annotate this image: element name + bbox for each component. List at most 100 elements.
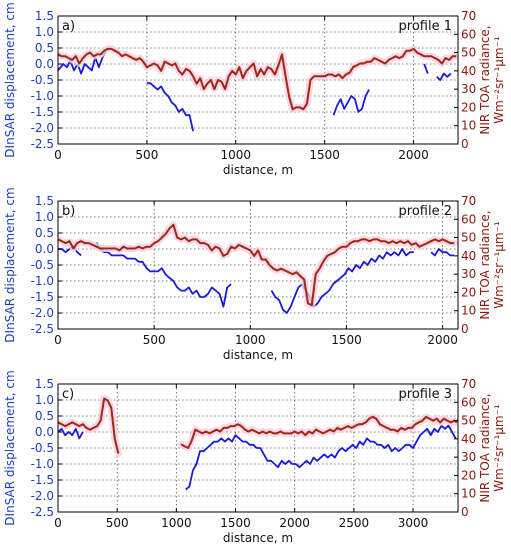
y-left-tick-label: 1.0 — [35, 393, 54, 407]
y-right-tick-label: 70 — [461, 9, 476, 23]
y-right-tick-label: 50 — [461, 414, 476, 428]
displacement-line-segment — [430, 248, 455, 257]
y-left-tick-label: -2.5 — [31, 505, 54, 519]
displacement-line-segment — [185, 424, 457, 491]
panel-tag: c) — [62, 387, 74, 402]
y-right-tick-label: 60 — [461, 212, 476, 226]
y-right-axis-title-line2: Wm⁻²sr⁻¹μm⁻¹ — [492, 36, 506, 124]
x-tick-label: 500 — [106, 516, 129, 530]
x-tick-label: 0 — [54, 148, 62, 162]
displacement-line-segment — [270, 248, 414, 314]
y-right-tick-label: 50 — [461, 231, 476, 245]
y-right-tick-label: 20 — [461, 100, 476, 114]
y-right-axis-title-line1: NIR TOA radiance, — [478, 393, 492, 502]
y-right-tick-label: 50 — [461, 46, 476, 60]
radiance-line-segment — [180, 415, 458, 449]
x-tick-label: 1000 — [221, 148, 252, 162]
y-right-tick-label: 20 — [461, 285, 476, 299]
profile-label: profile 2 — [399, 204, 452, 219]
y-right-axis-title-line1: NIR TOA radiance, — [478, 25, 492, 134]
x-tick-label: 2000 — [398, 148, 429, 162]
y-left-axis-title: DInSAR displacement, cm — [3, 370, 17, 525]
y-left-tick-label: -1.5 — [31, 473, 54, 487]
y-right-tick-label: 40 — [461, 249, 476, 263]
y-right-tick-label: 30 — [461, 267, 476, 281]
x-tick-label: 2000 — [427, 333, 458, 347]
y-right-axis-title-line2: Wm⁻²sr⁻¹μm⁻¹ — [492, 404, 506, 492]
y-left-tick-label: 0.5 — [35, 41, 54, 55]
radiance-halo-segment — [58, 45, 458, 113]
y-left-tick-label: -0.5 — [31, 73, 54, 87]
x-tick-label: 1500 — [331, 333, 362, 347]
y-left-axis-title: DInSAR displacement, cm — [3, 187, 17, 342]
y-right-tick-label: 30 — [461, 82, 476, 96]
x-tick-label: 3000 — [398, 516, 429, 530]
x-tick-label: 2500 — [339, 516, 370, 530]
y-left-tick-label: 1.0 — [35, 25, 54, 39]
y-right-axis-title-line2: Wm⁻²sr⁻¹μm⁻¹ — [492, 221, 506, 309]
displacement-line-segment — [58, 427, 84, 440]
y-right-tick-label: 40 — [461, 64, 476, 78]
y-right-tick-label: 30 — [461, 450, 476, 464]
x-axis-title: distance, m — [223, 163, 293, 177]
y-right-tick-label: 70 — [461, 377, 476, 391]
x-axis-title: distance, m — [223, 531, 293, 545]
y-left-tick-label: 0.5 — [35, 409, 54, 423]
y-left-tick-label: -0.5 — [31, 258, 54, 272]
x-tick-label: 1500 — [309, 148, 340, 162]
y-right-tick-label: 0 — [461, 322, 469, 336]
y-left-tick-label: 0.0 — [35, 57, 54, 71]
x-tick-label: 2000 — [279, 516, 310, 530]
y-left-tick-label: 1.5 — [35, 9, 54, 23]
y-left-tick-label: -1.0 — [31, 89, 54, 103]
displacement-line-segment — [436, 72, 452, 81]
y-right-tick-label: 20 — [461, 468, 476, 482]
displacement-line-segment — [423, 63, 429, 74]
chart-panel-3: 0 500 1000 1500 2000 2500 30001.51.00.50.0-0.5… — [3, 370, 506, 545]
profile-label: profile 3 — [399, 387, 452, 402]
y-left-tick-label: 0.0 — [35, 425, 54, 439]
y-left-tick-label: 0.5 — [35, 226, 54, 240]
x-tick-label: 0 — [54, 516, 62, 530]
radiance-line-segment — [58, 47, 457, 111]
y-right-tick-label: 70 — [461, 194, 476, 208]
y-right-axis-title-line1: NIR TOA radiance, — [478, 210, 492, 319]
displacement-line-segment — [146, 82, 194, 132]
displacement-line-segment — [95, 242, 232, 308]
x-tick-label: 500 — [143, 333, 166, 347]
x-axis-title: distance, m — [223, 348, 293, 362]
y-left-tick-label: -1.5 — [31, 290, 54, 304]
chart-panel-2: 0 500 1000 1500 20001.51.00.50.0-0.5-1.0-1.5… — [3, 187, 506, 362]
radiance-line-segment — [58, 397, 120, 454]
y-left-axis-title: DInSAR displacement, cm — [3, 2, 17, 157]
y-right-tick-label: 0 — [461, 505, 469, 519]
x-tick-label: 0 — [54, 333, 62, 347]
x-tick-label: 1500 — [220, 516, 251, 530]
y-right-tick-label: 40 — [461, 432, 476, 446]
panel-tag: a) — [62, 19, 75, 34]
y-right-tick-label: 60 — [461, 27, 476, 41]
x-tick-label: 500 — [135, 148, 158, 162]
y-left-tick-label: -2.0 — [31, 121, 54, 135]
y-left-tick-label: -2.0 — [31, 306, 54, 320]
displacement-line-segment — [58, 50, 107, 75]
x-tick-label: 1000 — [235, 333, 266, 347]
y-right-tick-label: 10 — [461, 119, 476, 133]
radiance-line-segment — [58, 223, 455, 307]
y-left-tick-label: 0.0 — [35, 242, 54, 256]
y-right-tick-label: 10 — [461, 487, 476, 501]
y-left-tick-label: -2.5 — [31, 137, 54, 151]
displacement-line-segment — [332, 89, 370, 116]
panel-tag: b) — [62, 204, 75, 219]
chart-panel-1: 0 500 1000 1500 20001.51.00.50.0-0.5-1.0-1.5… — [3, 2, 506, 177]
y-right-tick-label: 60 — [461, 395, 476, 409]
y-left-tick-label: -1.0 — [31, 457, 54, 471]
y-left-tick-label: -1.0 — [31, 274, 54, 288]
y-left-tick-label: 1.5 — [35, 194, 54, 208]
y-left-tick-label: -2.0 — [31, 489, 54, 503]
y-left-tick-label: -0.5 — [31, 441, 54, 455]
y-left-tick-label: -1.5 — [31, 105, 54, 119]
y-left-tick-label: 1.5 — [35, 377, 54, 391]
y-right-tick-label: 0 — [461, 137, 469, 151]
